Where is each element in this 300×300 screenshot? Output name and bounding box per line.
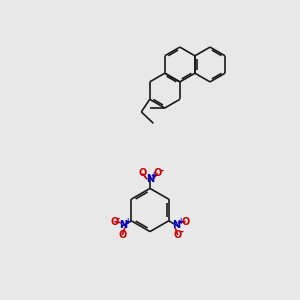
Text: N: N: [172, 220, 181, 230]
Text: +: +: [150, 171, 157, 180]
Text: +: +: [177, 217, 183, 226]
Text: O: O: [174, 230, 182, 240]
Text: -: -: [116, 214, 120, 224]
Text: N: N: [119, 220, 128, 230]
Text: O: O: [138, 168, 146, 178]
Text: -: -: [159, 165, 163, 176]
Text: O: O: [118, 230, 126, 240]
Text: N: N: [146, 174, 154, 184]
Text: -: -: [179, 227, 183, 237]
Text: O: O: [182, 217, 190, 226]
Text: O: O: [110, 217, 118, 226]
Text: +: +: [124, 217, 130, 226]
Text: O: O: [154, 168, 162, 178]
